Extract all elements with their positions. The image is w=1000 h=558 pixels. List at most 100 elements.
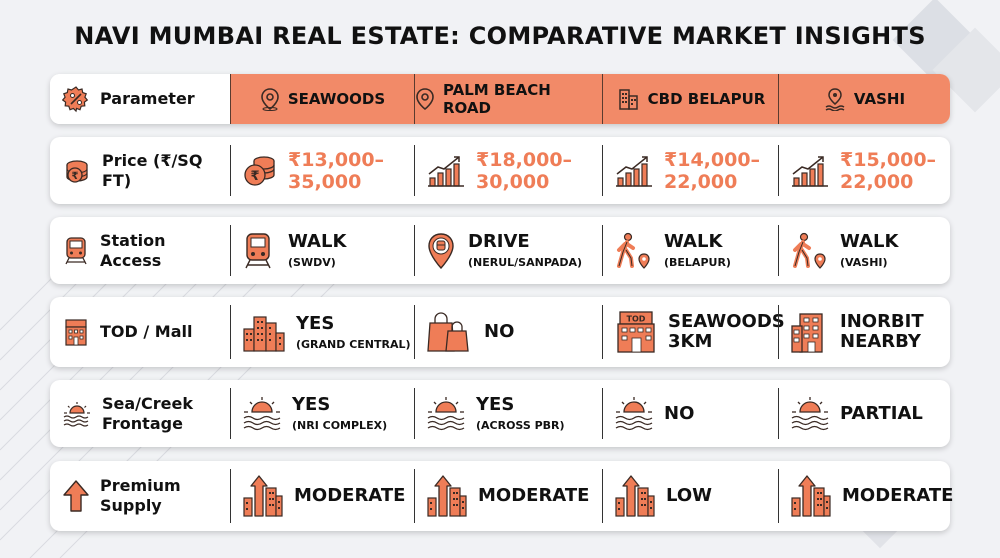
parameter-cell: Sea/Creek Frontage	[50, 380, 230, 447]
price-value-line2: 35,000	[288, 170, 362, 193]
train-icon	[242, 232, 274, 270]
value-sub: (NERUL/SANPADA)	[468, 256, 583, 269]
value-main: WALK	[664, 231, 723, 252]
rupee-coins-icon: ₹	[242, 154, 278, 188]
value-main-line1: SEAWOODS	[668, 311, 785, 332]
train-pin-icon	[426, 232, 456, 270]
coastal-pin-icon	[824, 87, 846, 111]
frontage-seawoods: YES (NRI COMPLEX)	[230, 380, 414, 447]
supply-palm-beach-road: MODERATE	[414, 461, 602, 531]
rupee-coins-icon: ₹	[62, 156, 92, 186]
parameter-label-line1: Sea/Creek	[102, 393, 193, 413]
tod-seawoods: YES (GRAND CENTRAL)	[230, 297, 414, 367]
svg-text:₹: ₹	[72, 171, 79, 182]
value-sub: (ACROSS PBR)	[476, 419, 565, 432]
price-value-line1: ₹15,000–	[840, 148, 937, 171]
value-main: MODERATE	[478, 485, 590, 506]
parameter-label-line2: Supply	[100, 496, 162, 515]
sunset-waves-icon	[242, 396, 282, 432]
value-sub: (BELAPUR)	[664, 256, 731, 269]
supply-buildings-icon	[242, 474, 284, 518]
row-price: ₹ Price (₹/SQ FT) ₹ ₹13,000– 35,000 ₹18,0…	[50, 137, 950, 204]
value-main: MODERATE	[842, 485, 954, 506]
header-location-label: SEAWOODS	[287, 90, 386, 108]
value-main: NO	[664, 402, 695, 424]
price-value-line1: ₹18,000–	[476, 148, 573, 171]
parameter-label-line1: Station	[100, 230, 166, 250]
header-parameter-cell: Parameter	[50, 74, 230, 124]
growth-chart-icon	[614, 154, 654, 188]
building-icon	[616, 87, 640, 111]
row-sea-creek-frontage: Sea/Creek Frontage YES (NRI COMPLEX) YES (A…	[50, 380, 950, 447]
value-sub: (GRAND CENTRAL)	[296, 337, 411, 351]
parameter-label: TOD / Mall	[100, 322, 193, 341]
sunset-waves-icon	[426, 396, 466, 432]
header-row: Parameter SEAWOODS PALM BEACH ROAD CBD B…	[50, 74, 950, 124]
parameter-label-line2: Frontage	[102, 413, 183, 433]
supply-buildings-icon	[790, 474, 832, 518]
row-premium-supply: Premium Supply MODERATE MODERATE LOW MODE…	[50, 461, 954, 531]
page-title: NAVI MUMBAI REAL ESTATE: COMPARATIVE MAR…	[74, 22, 926, 50]
header-vashi: VASHI	[778, 74, 950, 124]
parameter-label: Premium Supply	[100, 476, 181, 516]
growth-chart-icon	[426, 154, 466, 188]
arrow-up-icon	[62, 479, 90, 513]
value-main: WALK	[288, 231, 347, 252]
supply-cbd-belapur: LOW	[602, 461, 778, 531]
parameter-cell: Station Access	[50, 217, 230, 284]
price-value-line1: ₹14,000–	[664, 148, 761, 171]
mall-building-icon	[790, 310, 830, 354]
supply-buildings-icon	[426, 474, 468, 518]
header-location-label: VASHI	[853, 90, 906, 108]
parameter-cell: Premium Supply	[50, 461, 230, 531]
header-seawoods: SEAWOODS	[230, 74, 414, 124]
frontage-vashi: PARTIAL	[778, 380, 950, 447]
frontage-palm-beach-road: YES (ACROSS PBR)	[414, 380, 602, 447]
value-main: DRIVE	[468, 231, 530, 252]
supply-seawoods: MODERATE	[230, 461, 414, 531]
supply-vashi: MODERATE	[778, 461, 954, 531]
header-location-label: PALM BEACH ROAD	[443, 81, 551, 117]
tod-palm-beach-road: NO	[414, 297, 602, 367]
price-seawoods: ₹ ₹13,000– 35,000	[230, 137, 414, 204]
row-station-access: Station Access WALK (SWDV) DRIVE (NERUL/SAN…	[50, 217, 950, 284]
value-main-line2: 3KM	[668, 331, 713, 352]
header-parameter-label: Parameter	[100, 89, 195, 108]
walking-person-icon	[614, 232, 652, 270]
price-cbd-belapur: ₹14,000– 22,000	[602, 137, 778, 204]
location-pin-icon	[415, 87, 435, 111]
value-main: YES	[476, 394, 515, 415]
header-location-label: CBD BELAPUR	[647, 90, 766, 108]
value-main: MODERATE	[294, 485, 406, 506]
station-vashi: WALK (VASHI)	[778, 217, 950, 284]
walking-person-icon	[790, 232, 828, 270]
parameter-cell: ₹ Price (₹/SQ FT)	[50, 137, 230, 204]
svg-text:₹: ₹	[250, 169, 259, 184]
value-main: WALK	[840, 231, 899, 252]
supply-buildings-icon	[614, 474, 656, 518]
station-cbd-belapur: WALK (BELAPUR)	[602, 217, 778, 284]
location-pin-icon	[260, 87, 280, 111]
price-value-line2: 22,000	[664, 170, 738, 193]
parameter-cell: TOD / Mall	[50, 297, 230, 367]
value-main-line2: NEARBY	[840, 331, 921, 352]
value-main: YES	[292, 394, 331, 415]
price-vashi: ₹15,000– 22,000	[778, 137, 950, 204]
svg-text:TOD: TOD	[627, 315, 646, 324]
price-value-line2: 22,000	[840, 170, 914, 193]
value-main: PARTIAL	[840, 402, 923, 424]
sunset-waves-icon	[62, 401, 92, 427]
value-sub: (VASHI)	[840, 256, 888, 269]
station-seawoods: WALK (SWDV)	[230, 217, 414, 284]
sunset-waves-icon	[790, 396, 830, 432]
tod-vashi: INORBIT NEARBY	[778, 297, 950, 367]
percent-gear-icon	[62, 85, 90, 113]
growth-chart-icon	[790, 154, 830, 188]
header-cbd-belapur: CBD BELAPUR	[602, 74, 778, 124]
train-icon	[62, 236, 90, 266]
frontage-cbd-belapur: NO	[602, 380, 778, 447]
skyline-icon	[242, 311, 286, 353]
parameter-label: Station Access	[100, 231, 165, 271]
price-value-line1: ₹13,000–	[288, 148, 385, 171]
parameter-label: Sea/Creek Frontage	[102, 394, 193, 434]
